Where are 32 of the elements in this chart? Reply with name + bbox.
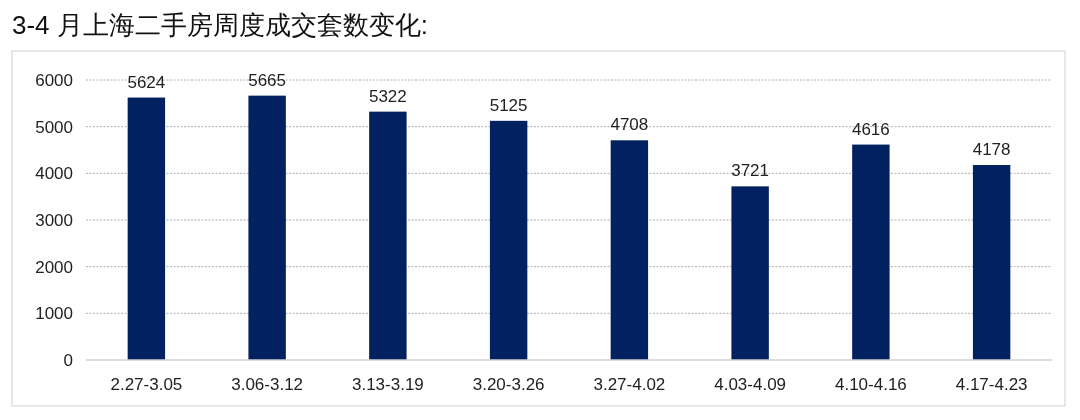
data-label: 5624 xyxy=(127,72,166,92)
bar xyxy=(610,140,649,360)
bar xyxy=(369,111,407,360)
bar xyxy=(127,97,166,360)
data-label: 4178 xyxy=(972,140,1011,160)
data-label: 4616 xyxy=(851,119,890,139)
bar xyxy=(731,186,769,360)
y-tick-label: 2000 xyxy=(35,257,73,277)
bar xyxy=(489,120,528,360)
data-label: 5125 xyxy=(489,95,528,115)
x-tick-label: 3.20-3.26 xyxy=(472,375,545,394)
data-label: 5322 xyxy=(368,86,407,106)
bar xyxy=(852,144,890,360)
data-label: 5665 xyxy=(248,70,287,90)
x-tick-label: 4.10-4.16 xyxy=(834,375,907,394)
x-tick-label: 3.13-3.19 xyxy=(351,375,424,394)
x-tick-label: 3.06-3.12 xyxy=(231,375,304,394)
data-label: 3721 xyxy=(731,161,770,181)
y-tick-label: 6000 xyxy=(35,71,73,90)
data-label: 4708 xyxy=(610,115,649,135)
bar xyxy=(248,95,286,360)
x-tick-label: 2.27-3.05 xyxy=(110,375,183,394)
y-tick-label: 0 xyxy=(63,351,73,370)
chart-title: 3-4 月上海二手房周度成交套数变化: xyxy=(12,10,429,40)
y-tick-label: 5000 xyxy=(35,117,73,137)
x-tick-label: 3.27-4.02 xyxy=(593,375,666,394)
bar xyxy=(972,165,1011,360)
x-tick-label: 4.03-4.09 xyxy=(714,375,787,394)
y-tick-label: 3000 xyxy=(35,211,73,230)
y-tick-label: 4000 xyxy=(35,164,73,184)
x-tick-label: 4.17-4.23 xyxy=(955,375,1028,394)
y-tick-label: 1000 xyxy=(35,304,73,324)
